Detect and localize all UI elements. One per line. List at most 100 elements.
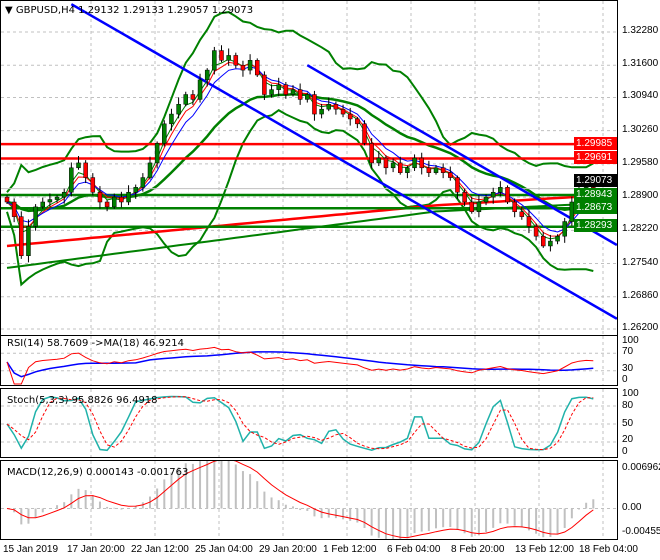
stoch-axis-20: 20 xyxy=(622,434,634,445)
candle-body xyxy=(533,226,539,237)
candle-body xyxy=(140,177,146,188)
symbol-label: GBPUSD,H4 xyxy=(15,5,75,16)
level-price-tag: 1.28673 xyxy=(574,200,617,214)
candle-body xyxy=(133,187,138,193)
candle-body xyxy=(69,167,74,193)
price-axis-label: 1.27540 xyxy=(622,256,659,268)
candle-body xyxy=(476,201,482,213)
candle-body xyxy=(505,187,510,203)
macd-label: MACD(12,26,9) 0.000143 -0.001763 xyxy=(7,467,189,478)
stoch-axis-50: 50 xyxy=(622,418,634,429)
candle-body xyxy=(269,89,274,95)
level-price-tag: 1.28943 xyxy=(574,187,617,201)
candle-body xyxy=(54,196,60,200)
stoch-main-line xyxy=(6,395,594,452)
candle-body xyxy=(398,162,403,173)
candle-body xyxy=(419,157,424,169)
candle-body xyxy=(11,201,17,217)
candle-body xyxy=(262,74,267,95)
price-axis-label: 1.26200 xyxy=(622,322,659,333)
macd-canvas xyxy=(1,461,617,539)
macd-axis-zero: 0.00 xyxy=(622,502,642,513)
candle-body xyxy=(555,235,560,242)
stoch-signal-line xyxy=(6,396,594,451)
macd-axis-max: 0.006962 xyxy=(622,462,660,473)
candle-body xyxy=(490,191,496,198)
macd-panel[interactable]: MACD(12,26,9) 0.000143 -0.001763 xyxy=(0,460,618,540)
price-axis-label: 1.32280 xyxy=(622,25,659,36)
candle-body xyxy=(247,60,253,71)
candle-body xyxy=(305,94,310,100)
rsi-axis-100: 100 xyxy=(622,335,639,346)
candle-body xyxy=(340,108,346,115)
price-axis-label: 1.28900 xyxy=(622,190,659,202)
macd-signal-line xyxy=(6,461,594,539)
candle-body xyxy=(190,94,196,100)
stoch-axis-80: 80 xyxy=(622,400,634,411)
moving-average-long-green xyxy=(6,202,594,269)
stoch-panel[interactable]: Stoch(5,3,3) 95.8826 96.4918 xyxy=(0,388,618,458)
stoch-axis-100: 100 xyxy=(622,388,639,399)
level-price-tag: 1.29985 xyxy=(574,136,617,150)
price-axis-label: 1.31600 xyxy=(622,58,659,70)
candle-body xyxy=(412,157,417,169)
candle-body xyxy=(469,201,474,213)
candle-body xyxy=(176,104,181,115)
candle-body xyxy=(26,226,31,256)
candle-body xyxy=(126,191,131,203)
rsi-panel[interactable]: RSI(14) 58.7609 ->MA(18) 46.9214 xyxy=(0,335,618,386)
time-axis-label: 13 Feb 12:00 xyxy=(515,544,574,555)
candle-body xyxy=(333,104,339,110)
time-axis-label: 15 Jan 2019 xyxy=(3,544,59,555)
dropdown-triangle-icon[interactable]: ▼ xyxy=(5,5,13,16)
candle-body xyxy=(433,167,439,173)
stoch-axis-0: 0 xyxy=(622,446,628,457)
bollinger-lower xyxy=(6,109,594,287)
candle-body xyxy=(347,113,353,120)
rsi-axis-0: 0 xyxy=(622,374,628,385)
candle-body xyxy=(104,201,110,208)
candle-body xyxy=(154,143,160,164)
candle-body xyxy=(240,64,246,71)
candle-body xyxy=(390,162,396,169)
candle-body xyxy=(61,191,67,198)
candle-body xyxy=(47,199,53,203)
price-axis-label: 1.26860 xyxy=(622,289,659,301)
candle-body xyxy=(312,94,317,115)
candle-body xyxy=(319,108,324,115)
rsi-label: RSI(14) 58.7609 ->MA(18) 46.9214 xyxy=(7,338,184,349)
current-price-tag: 1.29073 xyxy=(574,174,617,188)
candle-body xyxy=(204,69,210,81)
candle-body xyxy=(276,84,281,90)
candle-body xyxy=(83,162,88,178)
level-price-tag: 1.29691 xyxy=(574,150,617,164)
time-axis-label: 17 Jan 20:00 xyxy=(67,544,125,555)
candle-body xyxy=(147,162,153,178)
candle-body xyxy=(562,221,567,237)
time-axis-label: 25 Jan 04:00 xyxy=(195,544,253,555)
price-axis-label: 1.30260 xyxy=(622,123,659,135)
trendline xyxy=(70,3,617,320)
candle-body xyxy=(197,79,203,100)
time-axis-label: 22 Jan 12:00 xyxy=(131,544,189,555)
candle-body xyxy=(548,240,553,247)
main-chart[interactable]: ▼ GBPUSD,H4 1.29132 1.29133 1.29057 1.29… xyxy=(0,0,618,336)
candle-body xyxy=(440,167,446,173)
rsi-axis-30: 30 xyxy=(622,363,634,374)
candle-body xyxy=(498,187,503,193)
time-axis-label: 29 Jan 20:00 xyxy=(259,544,317,555)
candle-body xyxy=(362,123,367,144)
time-axis-label: 1 Feb 12:00 xyxy=(323,544,377,555)
stoch-label: Stoch(5,3,3) 95.8826 96.4918 xyxy=(7,395,158,406)
candle-body xyxy=(462,191,467,203)
candle-body xyxy=(19,216,24,256)
candle-body xyxy=(219,50,224,61)
candle-body xyxy=(297,89,303,100)
trendline xyxy=(306,64,617,247)
price-axis-label: 1.29580 xyxy=(622,156,659,168)
candle-body xyxy=(512,201,517,213)
candle-body xyxy=(326,104,331,110)
candle-body xyxy=(40,201,45,208)
price-axis-label: 1.28220 xyxy=(622,223,659,235)
candle-body xyxy=(226,55,231,61)
